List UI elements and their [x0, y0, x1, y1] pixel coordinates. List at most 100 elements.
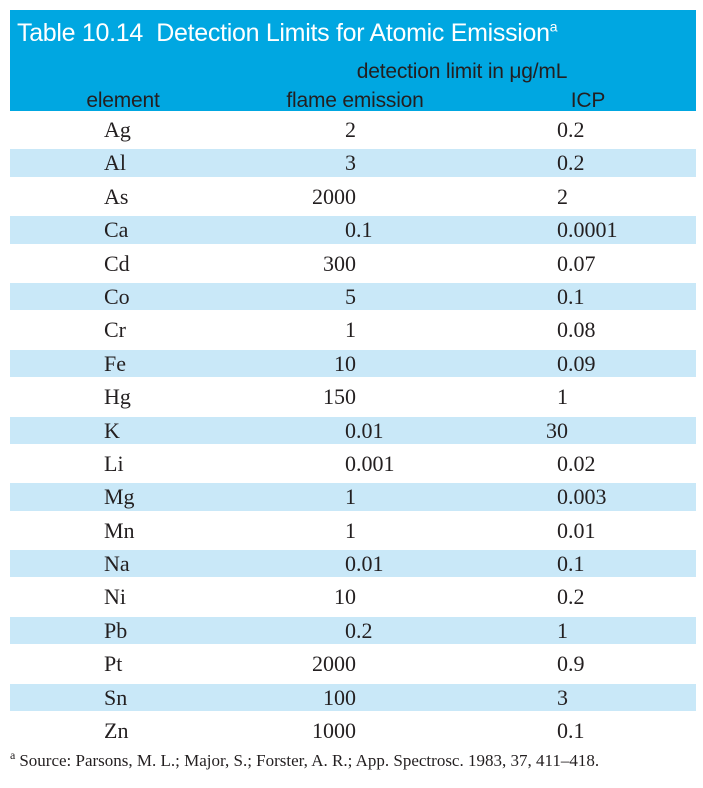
element-cell: Fe [104, 350, 126, 376]
table-row: As 2000 2 [10, 180, 696, 213]
flame-emission-cell-frac: .001 [356, 450, 395, 476]
element-cell: Li [104, 450, 124, 476]
flame-emission-cell-int: 0 [345, 617, 356, 643]
icp-cell-frac: .003 [568, 484, 607, 510]
flame-emission-cell-int: 2 [345, 117, 356, 142]
table-row: Al 3 0 .2 [10, 146, 696, 179]
table-row: Mn 1 0 .01 [10, 514, 696, 547]
icp-cell-int: 1 [557, 617, 568, 643]
column-header-icp: ICP [570, 89, 606, 112]
detection-limit-units-header: detection limit in μg/mL [356, 60, 568, 83]
icp-cell-frac: .2 [568, 150, 585, 176]
icp-cell-frac: .1 [568, 283, 585, 309]
icp-cell-frac: .1 [568, 718, 585, 744]
icp-cell-int: 30 [546, 417, 568, 443]
element-cell: As [104, 183, 129, 209]
table-title-text: Table 10.14 Detection Limits for Atomic … [17, 19, 550, 47]
icp-cell-int: 1 [557, 384, 568, 410]
flame-emission-cell-frac: .2 [356, 617, 373, 643]
table-row: Na 0 .01 0 .1 [10, 547, 696, 580]
footnote-marker: a [10, 748, 16, 763]
icp-cell-frac: .02 [568, 450, 596, 476]
element-cell: Pb [104, 617, 128, 643]
icp-cell-frac: .0001 [568, 217, 618, 243]
element-cell: Ni [104, 584, 126, 610]
table-body: Ag 2 0 .2 Al 3 0 .2 As 2000 2 Ca 0 .1 0 … [10, 113, 696, 747]
icp-cell-frac: .9 [568, 651, 585, 677]
flame-emission-cell-int: 1000 [312, 718, 356, 744]
table-row: K 0 .01 30 [10, 414, 696, 447]
icp-cell-frac: .07 [568, 250, 596, 276]
element-cell: Cd [104, 250, 130, 276]
icp-cell-frac: .09 [568, 350, 596, 376]
table-row: Sn 100 3 [10, 681, 696, 714]
flame-emission-cell-int: 10 [334, 584, 356, 610]
table-row: Ag 2 0 .2 [10, 113, 696, 146]
flame-emission-cell-int: 1 [345, 317, 356, 343]
icp-cell-frac: .2 [568, 117, 585, 142]
icp-cell-int: 0 [557, 317, 568, 343]
flame-emission-cell-int: 1 [345, 484, 356, 510]
element-cell: Al [104, 150, 126, 176]
table-row: Cr 1 0 .08 [10, 313, 696, 346]
icp-cell-int: 0 [557, 117, 568, 142]
table-row: Co 5 0 .1 [10, 280, 696, 313]
flame-emission-cell-int: 2000 [312, 651, 356, 677]
table-row: Ni 10 0 .2 [10, 580, 696, 613]
element-cell: Hg [104, 384, 131, 410]
element-cell: Na [104, 551, 130, 577]
table-row: Pt 2000 0 .9 [10, 647, 696, 680]
flame-emission-cell-frac: .01 [356, 551, 384, 577]
element-cell: Mn [104, 517, 135, 543]
icp-cell-int: 0 [557, 484, 568, 510]
flame-emission-cell-int: 150 [323, 384, 356, 410]
icp-cell-int: 0 [557, 450, 568, 476]
icp-cell-int: 0 [557, 350, 568, 376]
element-cell: Co [104, 283, 130, 309]
icp-cell-int: 0 [557, 651, 568, 677]
icp-cell-int: 2 [557, 183, 568, 209]
flame-emission-cell-int: 100 [323, 684, 356, 710]
column-header-element: element [86, 89, 160, 112]
flame-emission-cell-frac: .1 [356, 217, 373, 243]
table-row: Hg 150 1 [10, 380, 696, 413]
element-cell: Ca [104, 217, 129, 243]
flame-emission-cell-frac: .01 [356, 417, 384, 443]
footnote-text: Source: Parsons, M. L.; Major, S.; Forst… [19, 751, 600, 770]
icp-cell-int: 0 [557, 551, 568, 577]
title-superscript: a [549, 18, 558, 35]
element-cell: K [104, 417, 120, 443]
table-row: Li 0 .001 0 .02 [10, 447, 696, 480]
table-title: Table 10.14 Detection Limits for Atomic … [17, 17, 558, 49]
flame-emission-cell-int: 5 [345, 283, 356, 309]
element-cell: Sn [104, 684, 128, 710]
column-header-flame-emission: flame emission [286, 89, 424, 112]
element-cell: Zn [104, 718, 129, 744]
footnote: a Source: Parsons, M. L.; Major, S.; Fors… [10, 748, 696, 771]
icp-cell-frac: .2 [568, 584, 585, 610]
icp-cell-frac: .01 [568, 517, 596, 543]
table-header: Table 10.14 Detection Limits for Atomic … [10, 10, 696, 112]
flame-emission-cell-int: 3 [345, 150, 356, 176]
icp-cell-int: 3 [557, 684, 568, 710]
icp-cell-int: 0 [557, 217, 568, 243]
table-row: Cd 300 0 .07 [10, 247, 696, 280]
flame-emission-cell-int: 2000 [312, 183, 356, 209]
table-row: Pb 0 .2 1 [10, 614, 696, 647]
element-cell: Cr [104, 317, 126, 343]
flame-emission-cell-int: 10 [334, 350, 356, 376]
element-cell: Ag [104, 117, 131, 142]
icp-cell-frac: .08 [568, 317, 596, 343]
flame-emission-cell-int: 0 [345, 551, 356, 577]
icp-cell-int: 0 [557, 250, 568, 276]
icp-cell-int: 0 [557, 150, 568, 176]
flame-emission-cell-int: 0 [345, 450, 356, 476]
flame-emission-cell-int: 1 [345, 517, 356, 543]
icp-cell-frac: .1 [568, 551, 585, 577]
flame-emission-cell-int: 0 [345, 217, 356, 243]
table-row: Fe 10 0 .09 [10, 347, 696, 380]
element-cell: Pt [104, 651, 123, 677]
icp-cell-int: 0 [557, 584, 568, 610]
icp-cell-int: 0 [557, 517, 568, 543]
